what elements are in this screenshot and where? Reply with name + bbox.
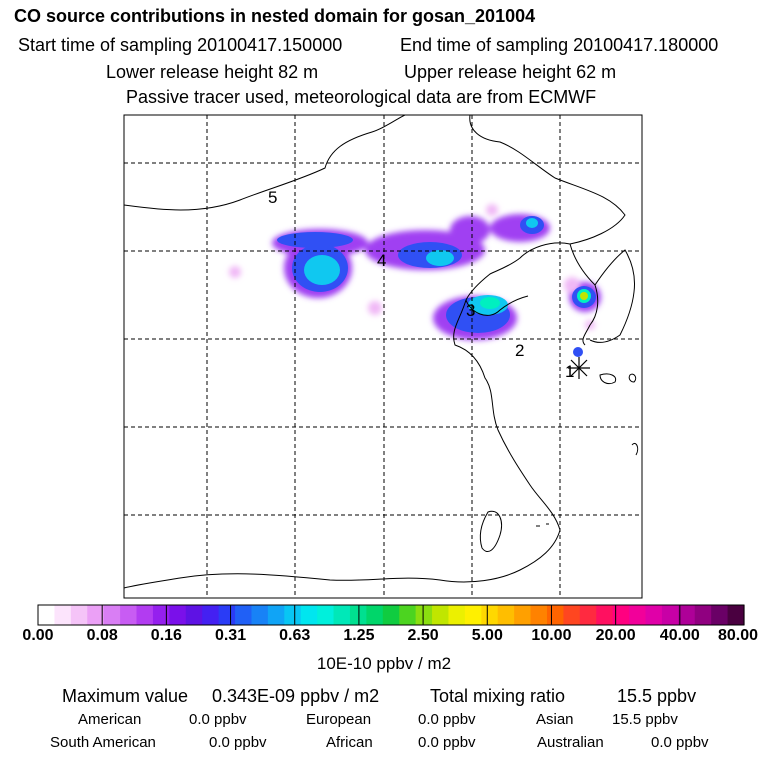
colorbar-frame	[37, 604, 745, 626]
colorbar-segment	[300, 605, 318, 625]
colorbar-tick-label: 0.08	[86, 627, 118, 644]
colorbar-segment	[464, 605, 482, 625]
end-time-label: End time of sampling 20100417.180000	[400, 35, 719, 55]
colorbar-tick-label: 2.50	[407, 627, 439, 644]
colorbar-segment	[120, 605, 138, 625]
colorbar-segment	[661, 605, 679, 625]
colorbar-segment	[382, 605, 400, 625]
colorbar-segment	[694, 605, 712, 625]
colorbar-segment	[38, 605, 56, 625]
european-label: European	[306, 711, 372, 728]
colorbar-segment	[235, 605, 253, 625]
colorbar-segment	[317, 605, 335, 625]
colorbar-segment	[284, 605, 302, 625]
asian-value: 15.5 ppbv	[612, 711, 678, 728]
colorbar-tick-label: 40.00	[659, 627, 700, 644]
colorbar-segment	[366, 605, 384, 625]
colorbar-segment	[645, 605, 663, 625]
colorbar-tick-label: 20.00	[595, 627, 636, 644]
start-time-label: Start time of sampling 20100417.150000	[18, 35, 343, 55]
colorbar-segment	[530, 605, 548, 625]
south-american-label: South American	[50, 734, 156, 751]
trajectory-label-3: 3	[466, 301, 475, 320]
colorbar-segment	[87, 605, 105, 625]
asian-label: Asian	[536, 711, 574, 728]
colorbar-unit: 10E-10 ppbv / m2	[316, 654, 452, 673]
colorbar-tick-label: 5.00	[471, 627, 503, 644]
coastlines	[124, 115, 639, 589]
colorbar-segment	[629, 605, 647, 625]
max-value-label: Maximum value	[62, 686, 189, 706]
colorbar-segment	[169, 605, 187, 625]
map-frame	[123, 114, 643, 599]
colorbar-segment	[497, 605, 515, 625]
american-value: 0.0 ppbv	[189, 711, 247, 728]
colorbar-tick-label: 0.63	[279, 627, 311, 644]
african-label: African	[326, 734, 373, 751]
colorbar-segment	[415, 605, 433, 625]
colorbar-tick-label: 0.00	[22, 627, 54, 644]
colorbar-segment	[481, 605, 499, 625]
south-american-value: 0.0 ppbv	[209, 734, 267, 751]
max-value: 0.343E-09 ppbv / m2	[212, 686, 380, 706]
colorbar	[38, 605, 745, 625]
colorbar-segment	[514, 605, 532, 625]
total-mixing-label: Total mixing ratio	[430, 686, 566, 706]
colorbar-segment	[563, 605, 581, 625]
colorbar-segment	[612, 605, 630, 625]
trajectory-label-5: 5	[268, 188, 277, 207]
colorbar-tick-label: 0.16	[150, 627, 182, 644]
upper-release-height-label: Upper release height 62 m	[404, 62, 617, 82]
colorbar-segment	[678, 605, 696, 625]
colorbar-segment	[251, 605, 269, 625]
colorbar-tick-label: 0.31	[214, 627, 247, 644]
lower-release-height-label: Lower release height 82 m	[106, 62, 319, 82]
colorbar-segment	[70, 605, 88, 625]
colorbar-tick-label: 1.25	[343, 627, 375, 644]
colorbar-segment	[333, 605, 351, 625]
colorbar-tick-label: 80.00	[717, 627, 759, 644]
australian-value: 0.0 ppbv	[651, 734, 709, 751]
meteorology-note: Passive tracer used, meteorological data…	[126, 87, 597, 107]
colorbar-segment	[711, 605, 729, 625]
colorbar-segment	[218, 605, 236, 625]
african-value: 0.0 ppbv	[418, 734, 476, 751]
trajectory-label-4: 4	[377, 251, 386, 270]
australian-label: Australian	[537, 734, 604, 751]
total-mixing-value: 15.5 ppbv	[617, 686, 697, 706]
plume-layer	[124, 115, 639, 589]
colorbar-segment	[579, 605, 597, 625]
colorbar-segment	[399, 605, 417, 625]
page-title: CO source contributions in nested domain…	[14, 6, 536, 26]
concentration-peak	[580, 292, 588, 300]
colorbar-segment	[432, 605, 450, 625]
colorbar-segment	[448, 605, 466, 625]
american-label: American	[78, 711, 142, 728]
colorbar-segment	[103, 605, 121, 625]
colorbar-dividers	[101, 605, 681, 625]
colorbar-tick-label: 10.00	[531, 627, 572, 644]
colorbar-segment	[54, 605, 72, 625]
colorbar-segment	[727, 605, 745, 625]
trajectory-label-1: 1	[565, 362, 574, 381]
colorbar-segment	[202, 605, 220, 625]
receptor-marker	[568, 357, 590, 379]
colorbar-segment	[185, 605, 203, 625]
colorbar-segment	[136, 605, 154, 625]
european-value: 0.0 ppbv	[418, 711, 476, 728]
trajectory-label-2: 2	[515, 341, 524, 360]
colorbar-segment	[546, 605, 564, 625]
concentration-very-high	[480, 289, 591, 309]
graticule	[124, 115, 642, 598]
colorbar-segment	[152, 605, 170, 625]
colorbar-segment	[596, 605, 614, 625]
colorbar-segment	[267, 605, 285, 625]
trajectory-labels: 1 2 3 4 5	[268, 188, 574, 381]
